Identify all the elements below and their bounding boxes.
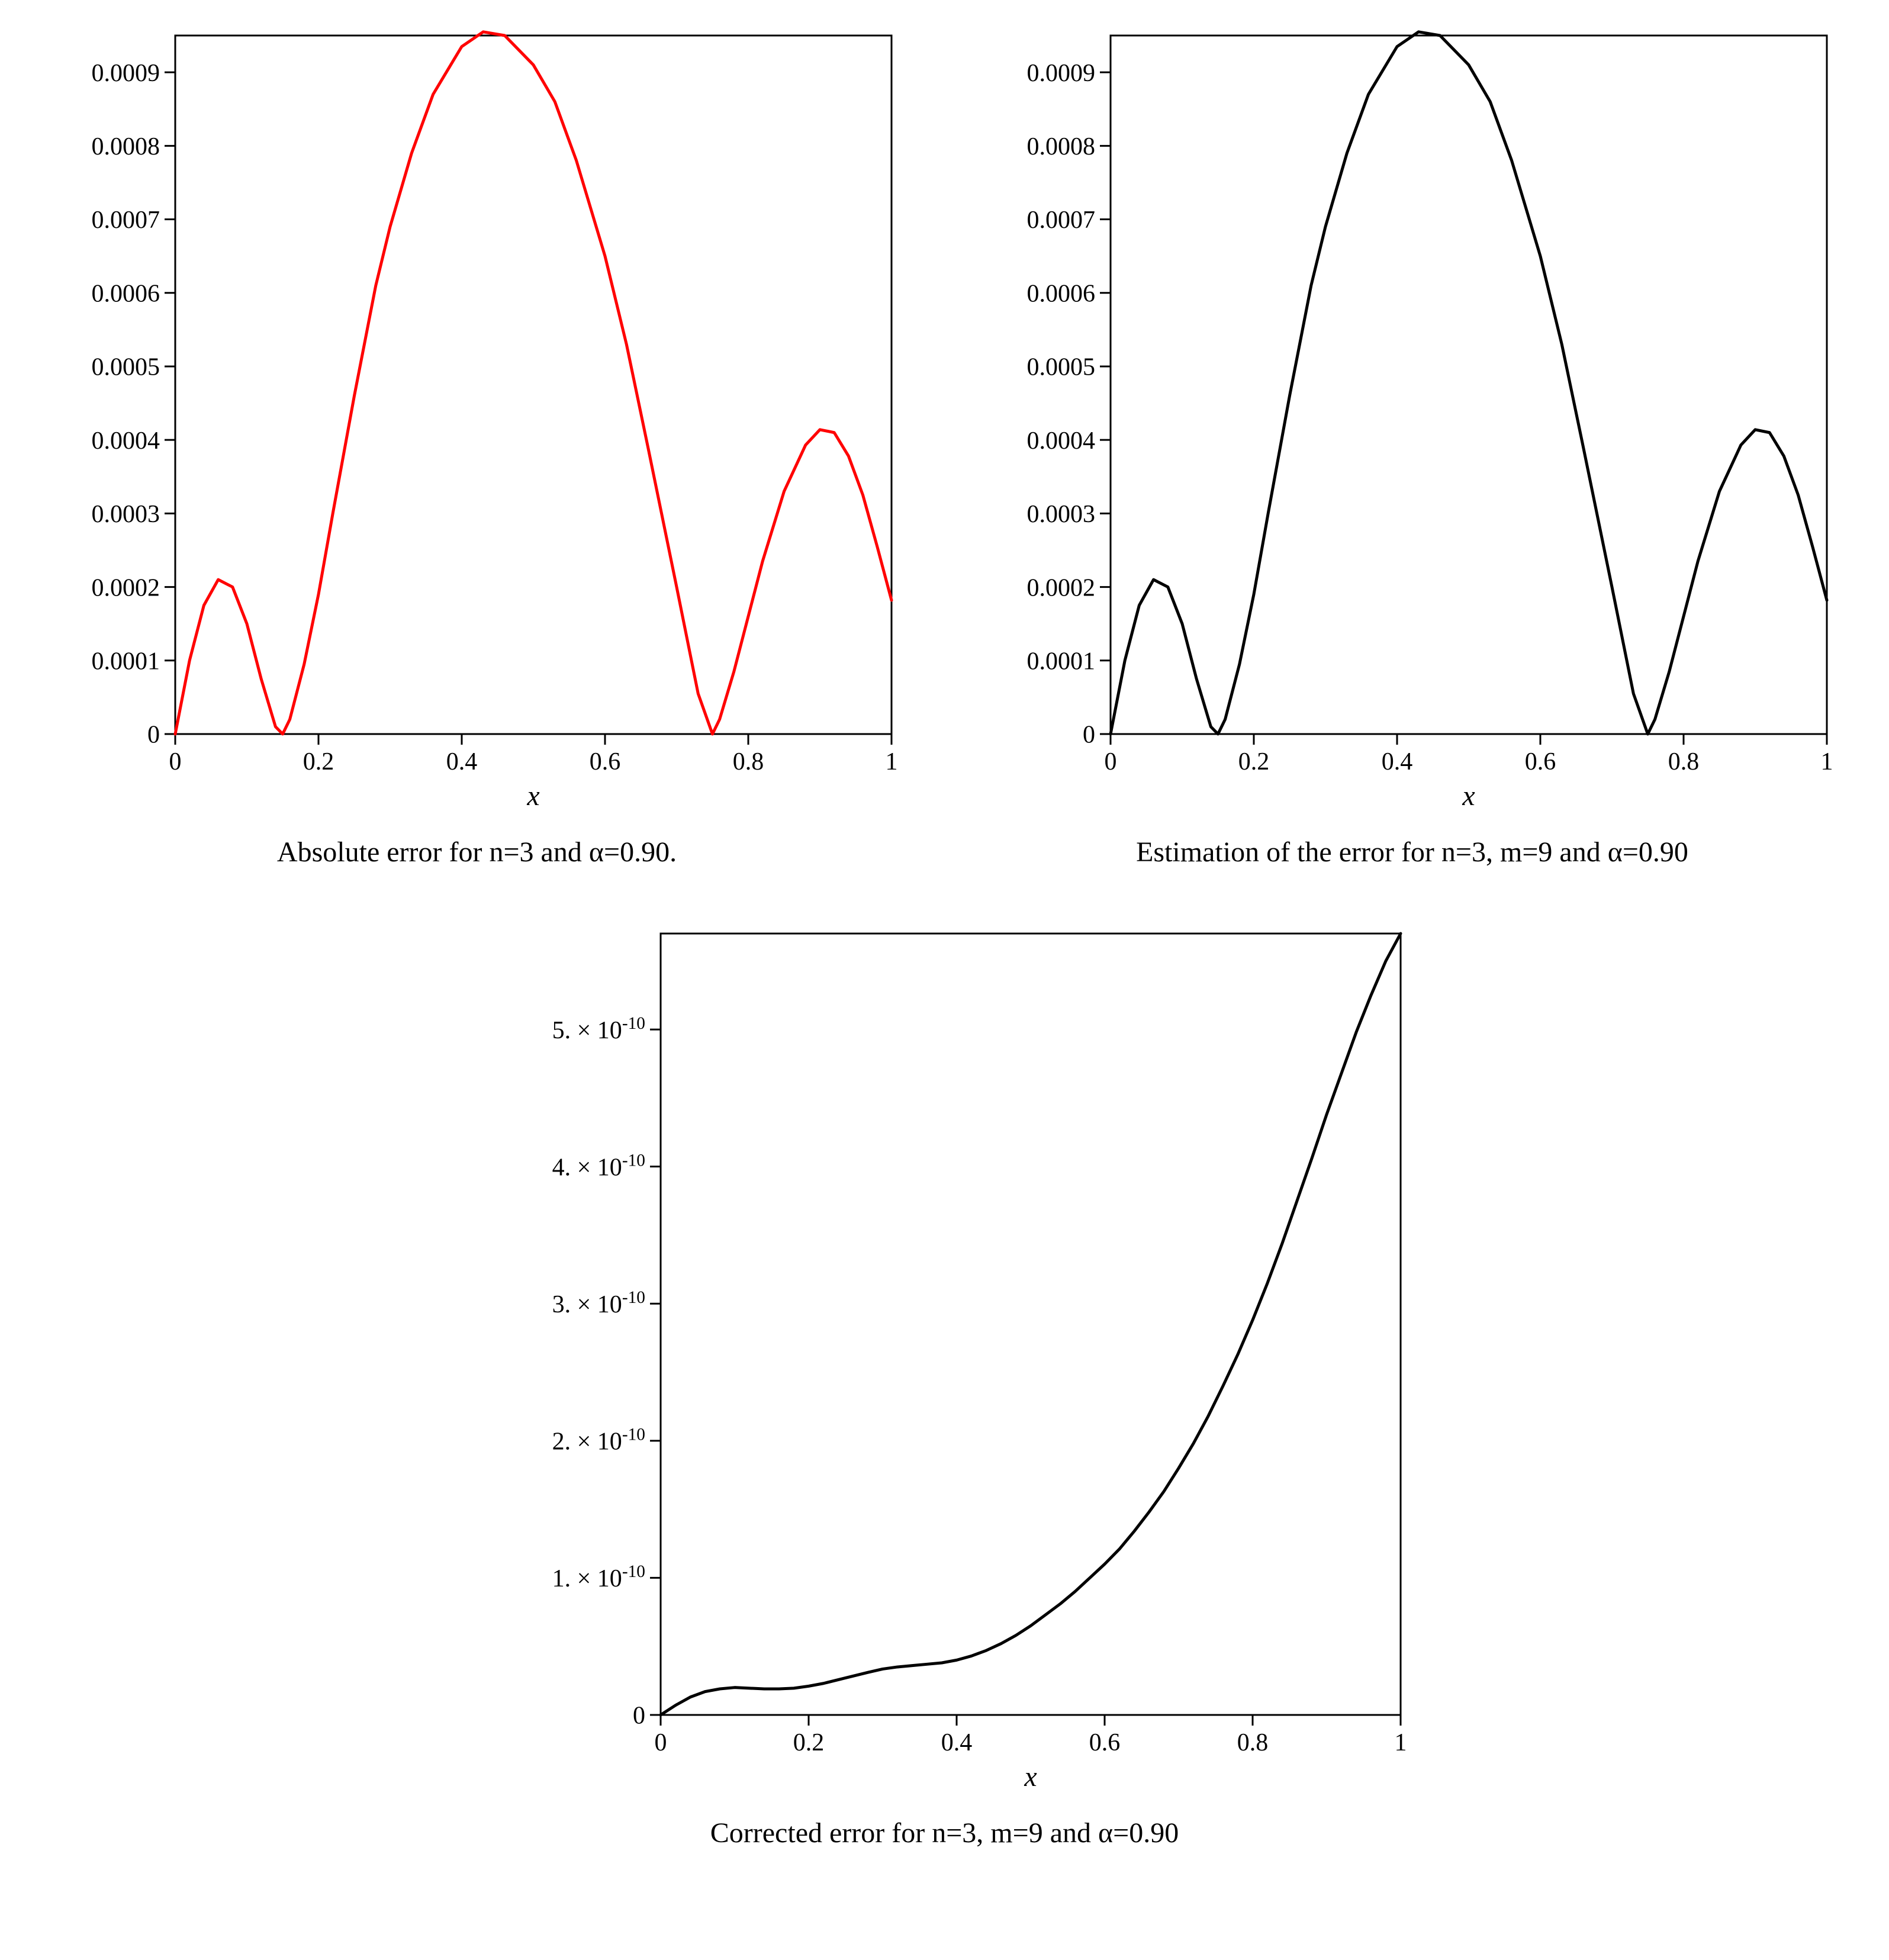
chart1-block: 0 0.2 0.4 0.6 0.8 1 0 0.0001 0.0002 0.0003 0.0004 0… [45, 24, 909, 868]
figure-container: 0 0.2 0.4 0.6 0.8 1 0 0.0001 0.0002 0.0003 0.0004 0… [24, 24, 1865, 1849]
chart3-caption: Corrected error for n=3, m=9 and α=0.90 [710, 1817, 1179, 1849]
svg-text:x: x [1024, 1761, 1037, 1792]
svg-text:0: 0 [1083, 722, 1095, 749]
svg-text:0: 0 [169, 748, 181, 775]
svg-text:0: 0 [147, 722, 160, 749]
svg-text:0.8: 0.8 [1668, 748, 1699, 775]
chart1-caption: Absolute error for n=3 and α=0.90. [277, 836, 677, 868]
svg-text:x: x [526, 780, 539, 812]
svg-text:0.0009: 0.0009 [91, 60, 160, 87]
svg-text:0.4: 0.4 [941, 1729, 972, 1756]
svg-text:0.0008: 0.0008 [91, 133, 160, 160]
svg-text:0.6: 0.6 [589, 748, 620, 775]
svg-text:0.0007: 0.0007 [91, 207, 160, 234]
svg-text:0.0003: 0.0003 [91, 501, 160, 528]
svg-text:1: 1 [1394, 1729, 1407, 1756]
svg-text:0.0007: 0.0007 [1026, 207, 1095, 234]
svg-text:0: 0 [1104, 748, 1116, 775]
svg-text:0.0008: 0.0008 [1026, 133, 1095, 160]
chart1-svg: 0 0.2 0.4 0.6 0.8 1 0 0.0001 0.0002 0.0003 0.0004 0… [45, 24, 909, 829]
svg-text:1: 1 [1820, 748, 1833, 775]
chart3-svg: 00.20.40.60.8101. × 10-102. × 10-103. × … [471, 922, 1418, 1810]
svg-text:0.0004: 0.0004 [1026, 427, 1095, 455]
svg-text:0.4: 0.4 [1381, 748, 1412, 775]
top-row: 0 0.2 0.4 0.6 0.8 1 0 0.0001 0.0002 0.0003 0.0004 0… [24, 24, 1865, 868]
svg-text:0.6: 0.6 [1524, 748, 1556, 775]
svg-text:0.8: 0.8 [732, 748, 764, 775]
svg-text:0.0006: 0.0006 [91, 280, 160, 307]
svg-text:0.0002: 0.0002 [91, 574, 160, 601]
chart2-caption: Estimation of the error for n=3, m=9 and… [1136, 836, 1688, 868]
svg-text:0.0001: 0.0001 [1026, 648, 1095, 675]
svg-text:0.8: 0.8 [1237, 1729, 1268, 1756]
chart2-svg: 0 0.2 0.4 0.6 0.8 1 0 0.0001 0.0002 0.0003 0.0004 0… [980, 24, 1845, 829]
svg-text:0.0004: 0.0004 [91, 427, 160, 455]
svg-text:0.0002: 0.0002 [1026, 574, 1095, 601]
svg-text:1: 1 [885, 748, 897, 775]
svg-text:0: 0 [633, 1702, 645, 1730]
svg-text:0.2: 0.2 [793, 1729, 824, 1756]
svg-text:0.2: 0.2 [1238, 748, 1269, 775]
svg-text:0.0006: 0.0006 [1026, 280, 1095, 307]
svg-text:0.6: 0.6 [1089, 1729, 1120, 1756]
svg-text:0.0009: 0.0009 [1026, 60, 1095, 87]
chart3-block: 00.20.40.60.8101. × 10-102. × 10-103. × … [471, 922, 1418, 1849]
svg-text:x: x [1462, 780, 1475, 812]
svg-text:0.2: 0.2 [303, 748, 334, 775]
chart2-block: 0 0.2 0.4 0.6 0.8 1 0 0.0001 0.0002 0.0003 0.0004 0… [980, 24, 1845, 868]
svg-text:0.0003: 0.0003 [1026, 501, 1095, 528]
svg-text:0.0005: 0.0005 [91, 354, 160, 381]
svg-text:0.4: 0.4 [446, 748, 477, 775]
svg-text:0.0005: 0.0005 [1026, 354, 1095, 381]
svg-text:0: 0 [654, 1729, 667, 1756]
svg-text:0.0001: 0.0001 [91, 648, 160, 675]
